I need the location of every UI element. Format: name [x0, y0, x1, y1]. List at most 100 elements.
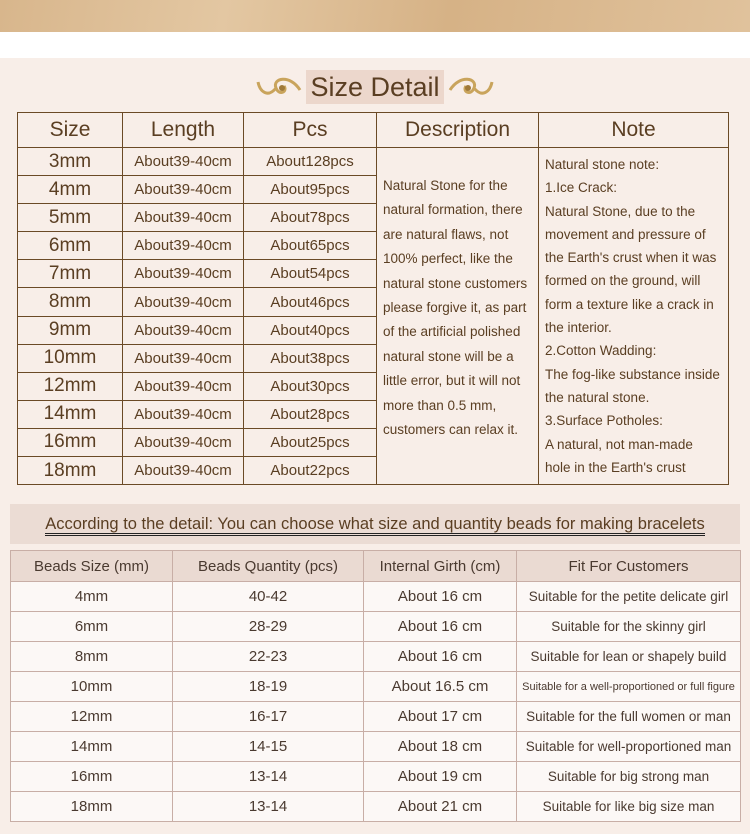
- column-header: Fit For Customers: [516, 550, 741, 582]
- pcs-cell: About28pcs: [243, 399, 377, 429]
- girth-cell: About 16 cm: [363, 641, 517, 672]
- table-row: 6mm About39-40cm About65pcs: [17, 231, 729, 261]
- pcs-cell: About46pcs: [243, 287, 377, 317]
- girth-cell: About 16 cm: [363, 581, 517, 612]
- beads-size-cell: 6mm: [10, 611, 173, 642]
- bracelet-guide-table: Beads Size (mm) Beads Quantity (pcs) Inter…: [10, 550, 741, 822]
- column-header: Size: [17, 112, 123, 148]
- table-row: 10mm 18-19 About 16.5 cm Suitable for a wel…: [10, 671, 741, 702]
- length-cell: About39-40cm: [122, 399, 244, 429]
- table-row: 4mm About39-40cm About95pcs: [17, 175, 729, 205]
- size-cell: 14mm: [17, 399, 123, 429]
- note-line: Natural Stone, due to the movement and p…: [545, 203, 717, 336]
- size-cell: 10mm: [17, 343, 123, 373]
- table-row: 14mm 14-15 About 18 cm Suitable for well-pr…: [10, 731, 741, 762]
- girth-cell: About 21 cm: [363, 791, 517, 822]
- table-row: 4mm 40-42 About 16 cm Suitable for the peti…: [10, 581, 741, 612]
- note-line: The fog-like substance inside the natura…: [545, 366, 720, 405]
- fit-cell: Suitable for a well-proportioned or full…: [516, 671, 741, 702]
- page-title: Size Detail: [306, 70, 444, 104]
- size-cell: 8mm: [17, 287, 123, 317]
- girth-cell: About 17 cm: [363, 701, 517, 732]
- table-row: 3mm About39-40cm About128pcs Natural Stone …: [17, 146, 729, 486]
- note-line: 1.Ice Crack:: [545, 180, 618, 196]
- column-header: Note: [538, 112, 729, 148]
- girth-cell: About 19 cm: [363, 761, 517, 792]
- banner-text: According to the detail: You can choose …: [45, 515, 705, 536]
- table-row: 16mm 13-14 About 19 cm Suitable for big str…: [10, 761, 741, 792]
- table-row: 7mm About39-40cm About54pcs: [17, 259, 729, 289]
- fit-cell: Suitable for well-proportioned man: [516, 731, 741, 762]
- fit-cell: Suitable for like big size man: [516, 791, 741, 822]
- pcs-cell: About128pcs: [243, 146, 377, 177]
- fit-cell: Suitable for the full women or man: [516, 701, 741, 732]
- beads-size-cell: 8mm: [10, 641, 173, 672]
- size-cell: 7mm: [17, 259, 123, 289]
- right-ornament-icon: [448, 77, 494, 95]
- size-cell: 5mm: [17, 203, 123, 233]
- quantity-cell: 16-17: [172, 701, 364, 732]
- column-header: Pcs: [243, 112, 377, 148]
- note-cell: Natural stone note: 1.Ice Crack: Natural S…: [538, 146, 729, 486]
- divider-strip: [0, 32, 750, 58]
- description-cell: Natural Stone for the natural formation,…: [376, 146, 539, 486]
- bracelet-guide-banner: According to the detail: You can choose …: [10, 504, 740, 544]
- girth-cell: About 18 cm: [363, 731, 517, 762]
- quantity-cell: 22-23: [172, 641, 364, 672]
- table-row: 12mm About39-40cm About30pcs: [17, 371, 729, 401]
- length-cell: About39-40cm: [122, 146, 244, 177]
- length-cell: About39-40cm: [122, 343, 244, 373]
- quantity-cell: 14-15: [172, 731, 364, 762]
- length-cell: About39-40cm: [122, 371, 244, 401]
- length-cell: About39-40cm: [122, 259, 244, 289]
- pcs-cell: About30pcs: [243, 371, 377, 401]
- size-detail-table: Size Length Pcs Description Note 3mm About39-…: [17, 112, 729, 486]
- left-ornament-icon: [256, 77, 302, 95]
- pcs-cell: About65pcs: [243, 231, 377, 261]
- size-cell: 9mm: [17, 315, 123, 345]
- column-header: Internal Girth (cm): [363, 550, 517, 582]
- table-row: 5mm About39-40cm About78pcs: [17, 203, 729, 233]
- column-header: Length: [122, 112, 244, 148]
- beads-size-cell: 16mm: [10, 761, 173, 792]
- length-cell: About39-40cm: [122, 287, 244, 317]
- quantity-cell: 13-14: [172, 761, 364, 792]
- pcs-cell: About78pcs: [243, 203, 377, 233]
- quantity-cell: 28-29: [172, 611, 364, 642]
- beads-size-cell: 10mm: [10, 671, 173, 702]
- pcs-cell: About38pcs: [243, 343, 377, 373]
- size-cell: 4mm: [17, 175, 123, 205]
- size-cell: 3mm: [17, 146, 123, 177]
- table-row: 6mm 28-29 About 16 cm Suitable for the skin…: [10, 611, 741, 642]
- size-cell: 16mm: [17, 427, 123, 458]
- table-row: 18mm 13-14 About 21 cm Suitable for like bi…: [10, 791, 741, 822]
- size-cell: 6mm: [17, 231, 123, 261]
- table-row: 8mm 22-23 About 16 cm Suitable for lean or …: [10, 641, 741, 672]
- pcs-cell: About22pcs: [243, 456, 377, 486]
- column-header: Description: [376, 112, 539, 148]
- table-row: 12mm 16-17 About 17 cm Suitable for the ful…: [10, 701, 741, 732]
- pcs-cell: About40pcs: [243, 315, 377, 345]
- length-cell: About39-40cm: [122, 203, 244, 233]
- quantity-cell: 40-42: [172, 581, 364, 612]
- size-cell: 18mm: [17, 456, 123, 486]
- length-cell: About39-40cm: [122, 456, 244, 486]
- fit-cell: Suitable for the skinny girl: [516, 611, 741, 642]
- pcs-cell: About25pcs: [243, 427, 377, 458]
- beads-size-cell: 18mm: [10, 791, 173, 822]
- length-cell: About39-40cm: [122, 315, 244, 345]
- note-line: Natural stone note:: [545, 157, 660, 172]
- note-line: 2.Cotton Wadding:: [545, 343, 657, 359]
- table-row: 18mm About39-40cm About22pcs: [17, 456, 729, 486]
- fit-cell: Suitable for the petite delicate girl: [516, 581, 741, 612]
- beads-size-cell: 12mm: [10, 701, 173, 732]
- note-line: A natural, not man-made hole in the Eart…: [545, 436, 693, 475]
- column-header: Beads Quantity (pcs): [172, 550, 364, 582]
- beads-size-cell: 14mm: [10, 731, 173, 762]
- table-row: 14mm About39-40cm About28pcs: [17, 399, 729, 429]
- length-cell: About39-40cm: [122, 175, 244, 205]
- length-cell: About39-40cm: [122, 427, 244, 458]
- quantity-cell: 18-19: [172, 671, 364, 702]
- quantity-cell: 13-14: [172, 791, 364, 822]
- note-line: 3.Surface Potholes:: [545, 413, 663, 429]
